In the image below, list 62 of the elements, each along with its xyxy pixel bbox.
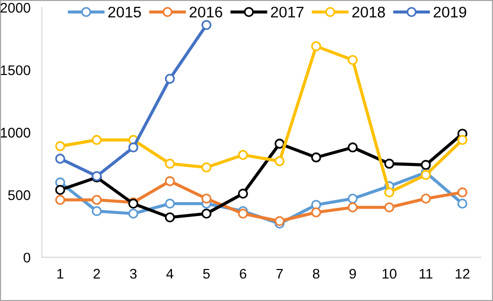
point bbox=[55, 184, 66, 195]
point bbox=[55, 154, 66, 164]
point bbox=[457, 134, 468, 145]
point bbox=[128, 208, 138, 219]
point bbox=[92, 134, 102, 145]
point bbox=[311, 152, 322, 162]
point bbox=[384, 187, 394, 198]
legend-label: 2019 bbox=[434, 6, 466, 18]
x-tick-label: 4 bbox=[166, 268, 174, 279]
x-tick-label: 12 bbox=[456, 268, 470, 279]
x-tick-label: 8 bbox=[312, 268, 320, 279]
point bbox=[274, 156, 285, 166]
y-tick-label: 2000 bbox=[0, 2, 30, 13]
y-tick-label: 1000 bbox=[0, 128, 30, 138]
legend-label: 2017 bbox=[271, 6, 304, 18]
point bbox=[201, 162, 212, 172]
legend-label: 2016 bbox=[190, 6, 222, 18]
x-tick-label: 5 bbox=[203, 268, 210, 279]
point bbox=[348, 202, 358, 212]
legend-label: 2018 bbox=[352, 6, 385, 18]
legend-label: 2015 bbox=[108, 6, 141, 18]
point bbox=[311, 41, 322, 52]
x-tick-label: 6 bbox=[240, 268, 246, 279]
y-tick-label: 0 bbox=[24, 252, 30, 263]
y-tick-label: 500 bbox=[8, 190, 30, 200]
point bbox=[164, 176, 175, 186]
point bbox=[274, 138, 285, 149]
point bbox=[457, 198, 468, 209]
x-tick-label: 9 bbox=[349, 268, 356, 279]
point bbox=[164, 198, 175, 209]
point bbox=[384, 202, 394, 212]
point bbox=[420, 194, 431, 204]
y-tick-label: 1500 bbox=[0, 65, 30, 76]
point bbox=[348, 54, 358, 65]
point bbox=[164, 158, 175, 169]
point bbox=[420, 160, 431, 170]
point bbox=[348, 194, 358, 204]
point bbox=[201, 194, 212, 204]
point bbox=[348, 142, 358, 152]
point bbox=[128, 142, 138, 152]
x-tick-label: 1 bbox=[57, 268, 64, 279]
point bbox=[311, 207, 322, 218]
point bbox=[92, 194, 102, 205]
point bbox=[55, 141, 66, 152]
point bbox=[164, 212, 175, 222]
point bbox=[384, 158, 394, 169]
x-tick-label: 10 bbox=[382, 268, 396, 279]
point bbox=[164, 74, 175, 84]
point bbox=[55, 194, 66, 205]
x-tick-label: 11 bbox=[420, 268, 432, 279]
point bbox=[457, 187, 468, 198]
x-tick-label: 3 bbox=[130, 268, 137, 279]
point bbox=[201, 20, 212, 30]
point bbox=[92, 206, 102, 216]
point bbox=[274, 216, 285, 226]
point bbox=[238, 150, 248, 160]
x-tick-label: 7 bbox=[276, 268, 283, 279]
point bbox=[201, 208, 212, 219]
point bbox=[238, 208, 248, 219]
x-tick-label: 2 bbox=[94, 268, 100, 279]
point bbox=[238, 188, 248, 199]
point bbox=[420, 170, 431, 180]
